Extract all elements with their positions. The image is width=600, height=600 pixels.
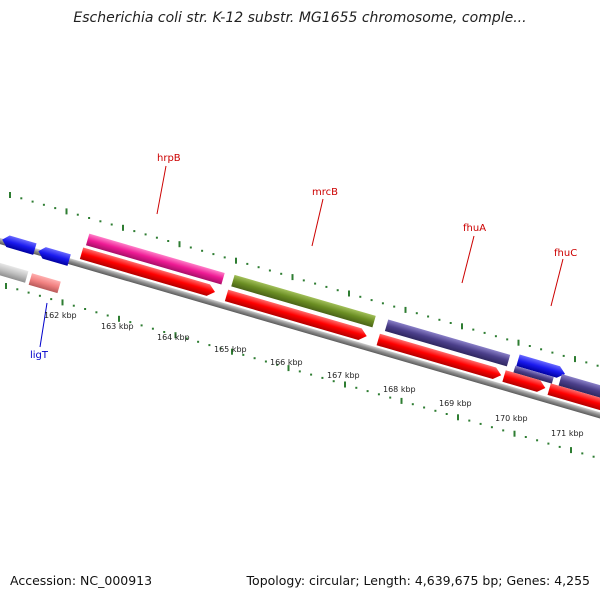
feature-fhuC[interactable] — [513, 354, 600, 404]
ruler-label: 162 kbp — [44, 311, 77, 320]
feature-fhuA[interactable] — [384, 319, 511, 367]
ligT-leader — [39, 302, 48, 348]
length-label: Length: — [363, 573, 411, 588]
ruler-label: 167 kbp — [327, 371, 360, 380]
outer-tick-ring — [9, 192, 599, 367]
ruler-label: 171 kbp — [551, 429, 584, 438]
inner-tick-ring — [5, 283, 595, 458]
chromosome-backbone — [0, 232, 600, 428]
gene-label-ligT: ligT — [30, 350, 49, 361]
topology-value: circular — [309, 573, 356, 588]
accession-label: Accession: — [10, 573, 77, 588]
ruler-label: 163 kbp — [101, 322, 134, 331]
cds-mrcB[interactable] — [224, 289, 369, 342]
gene-label-fhuA: fhuA — [463, 223, 486, 234]
feature-hrpB[interactable] — [85, 233, 225, 285]
ruler-label: 170 kbp — [495, 414, 528, 423]
genes-label: Genes: — [506, 573, 551, 588]
gene-labels: hrpB mrcB fhuA fhuC ligT — [30, 153, 577, 361]
cds-hrpB[interactable] — [79, 247, 217, 298]
ruler-label: 168 kbp — [383, 385, 416, 394]
cds-ligT-minus[interactable] — [0, 258, 61, 294]
fhuC-leader — [550, 258, 564, 307]
genes-value: 4,255 — [554, 573, 590, 588]
genome-stats: Topology: circular; Length: 4,639,675 bp… — [246, 573, 590, 588]
accession-value: NC_000913 — [80, 573, 153, 588]
feature-ligT-region[interactable] — [0, 234, 71, 266]
ruler-label: 166 kbp — [270, 358, 303, 367]
ruler-label: 165 kbp — [214, 345, 247, 354]
cds-fhuC[interactable] — [502, 370, 600, 415]
page-title: Escherichia coli str. K-12 substr. MG165… — [73, 10, 527, 26]
cds-fhuA[interactable] — [376, 333, 503, 381]
length-value: 4,639,675 bp — [414, 573, 499, 588]
ruler-label: 164 kbp — [157, 333, 190, 342]
gene-label-hrpB: hrpB — [157, 153, 181, 164]
fhuA-leader — [461, 235, 475, 284]
mrcB-leader — [311, 198, 324, 247]
accession-info: Accession: NC_000913 — [10, 573, 152, 588]
topology-label: Topology: — [246, 573, 306, 588]
ruler-label: 169 kbp — [439, 399, 472, 408]
hrpB-leader — [156, 165, 167, 215]
ruler-labels: 162 kbp 163 kbp 164 kbp 165 kbp 166 kbp … — [44, 311, 584, 438]
gene-label-fhuC: fhuC — [554, 248, 577, 259]
feature-mrcB[interactable] — [231, 274, 376, 328]
gene-label-mrcB: mrcB — [312, 187, 338, 198]
gene-label-leaders — [39, 165, 564, 348]
